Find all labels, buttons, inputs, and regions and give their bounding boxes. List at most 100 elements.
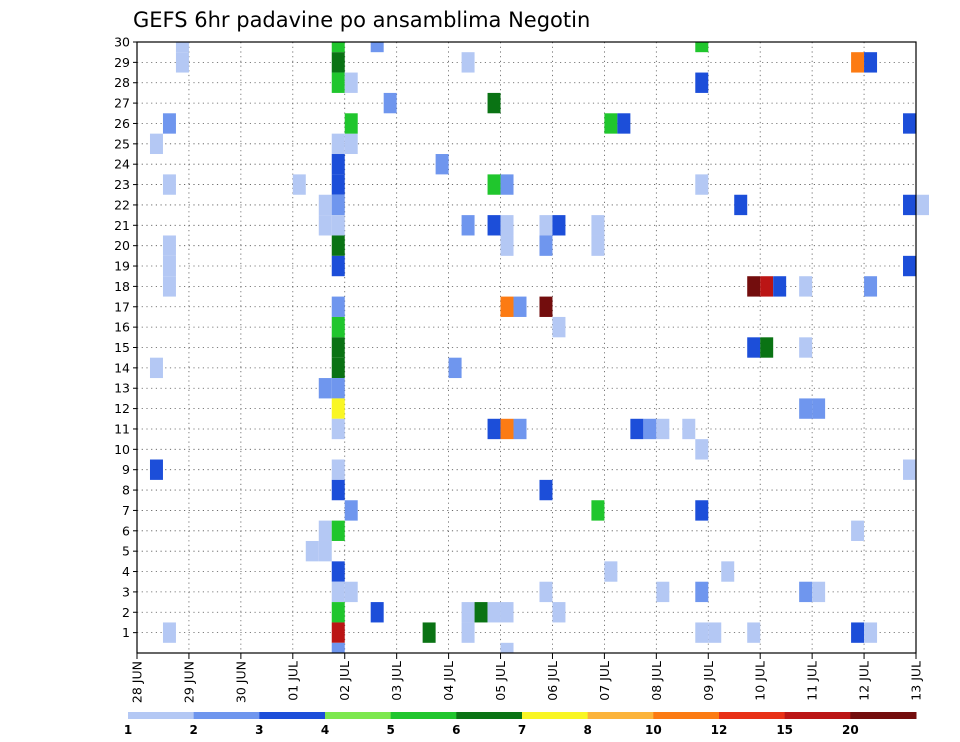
heatmap-cell	[370, 602, 384, 623]
heatmap-cell	[916, 194, 929, 216]
heatmap-cell	[331, 72, 345, 93]
y-tick-label: 10	[114, 442, 130, 457]
heatmap-cell	[903, 255, 916, 277]
grid-lines	[137, 42, 916, 653]
colorbar-swatch	[522, 712, 589, 719]
heatmap-cell	[331, 255, 345, 277]
heatmap-cell	[721, 561, 735, 582]
colorbar-swatch	[390, 712, 457, 719]
colorbar-swatch	[784, 712, 851, 719]
heatmap-cell	[331, 316, 345, 338]
heatmap-cell	[448, 357, 462, 379]
heatmap-cell	[487, 215, 501, 236]
heatmap-cell	[500, 215, 514, 236]
heatmap-cell	[422, 622, 436, 643]
heatmap-cell	[500, 174, 514, 195]
heatmap-cell	[331, 337, 345, 358]
heatmap-cell	[864, 52, 878, 73]
heatmap-cell	[864, 622, 878, 643]
colorbar-swatch	[193, 712, 260, 719]
y-tick-label: 20	[114, 238, 130, 253]
heatmap-cell	[175, 52, 189, 73]
heatmap-cell	[552, 215, 566, 236]
y-tick-label: 5	[122, 544, 130, 559]
heatmap-cell	[175, 42, 189, 53]
heatmap-cell	[318, 215, 332, 236]
colorbar-swatch	[719, 712, 786, 719]
y-tick-label: 4	[122, 564, 130, 579]
y-tick-label: 1	[122, 625, 130, 640]
heatmap-cell	[539, 296, 553, 317]
heatmap-cell	[903, 113, 916, 134]
heatmap-cell	[799, 276, 813, 297]
heatmap-cell	[331, 235, 345, 256]
heatmap-cell	[162, 113, 176, 134]
heatmap-cell	[539, 215, 553, 236]
heatmap-cell	[331, 52, 345, 73]
heatmap-cell	[747, 337, 761, 358]
heatmap-cell	[435, 154, 449, 175]
heatmap-cell	[162, 276, 176, 297]
y-tick-label: 17	[114, 299, 130, 314]
heatmap-cell	[903, 194, 916, 216]
heatmap-cell	[331, 378, 345, 399]
colorbar-swatch	[850, 712, 917, 719]
heatmap-cell	[500, 602, 514, 623]
heatmap-cell	[500, 418, 514, 440]
heatmap-cell	[331, 520, 345, 541]
heatmap-cell	[292, 174, 306, 195]
heatmap-cell	[812, 398, 826, 419]
heatmap-cell	[149, 133, 163, 155]
heatmap-cell	[747, 622, 761, 643]
heatmap-cell	[591, 215, 605, 236]
heatmap-cell	[344, 500, 358, 521]
heatmap-cell	[695, 72, 709, 93]
heatmap-cell	[799, 337, 813, 358]
y-tick-label: 19	[114, 259, 130, 274]
x-tick-label: 07 JUL	[597, 661, 612, 701]
y-tick-label: 24	[114, 157, 130, 172]
heatmap-cell	[604, 113, 618, 134]
heatmap-cell	[331, 642, 345, 653]
x-tick-label: 02 JUL	[337, 661, 352, 701]
colorbar-level-label: 8	[583, 723, 591, 737]
heatmap-cell	[487, 602, 501, 623]
heatmap-cell	[331, 194, 345, 216]
x-tick-label: 05 JUL	[493, 661, 508, 701]
y-tick-label: 16	[114, 320, 130, 335]
y-tick-label: 15	[114, 340, 130, 355]
y-tick-label: 3	[122, 584, 130, 599]
heatmap-cell	[461, 602, 475, 623]
heatmap-cell	[760, 276, 774, 297]
heatmap-cell	[318, 540, 332, 562]
heatmap-cell	[331, 296, 345, 317]
colorbar-swatch	[456, 712, 523, 719]
heatmap-cell	[344, 113, 358, 134]
heatmap-cell	[656, 581, 670, 603]
x-tick-label: 28 JUN	[130, 661, 145, 703]
colorbar-swatch	[259, 712, 326, 719]
heatmap-cell	[318, 194, 332, 216]
heatmap-cell	[162, 255, 176, 277]
x-tick-label: 03 JUL	[389, 661, 404, 701]
heatmap-cell	[734, 194, 748, 216]
heatmap-cell	[539, 581, 553, 603]
y-tick-label: 11	[114, 421, 130, 436]
heatmap-cell	[318, 520, 332, 541]
heatmap-cell	[500, 296, 514, 317]
heatmap-cell	[552, 602, 566, 623]
heatmap-cell	[474, 602, 488, 623]
heatmap-cell	[149, 459, 163, 480]
colorbar-level-label: 5	[386, 723, 394, 737]
heatmap-cell	[331, 154, 345, 175]
colorbar-level-label: 10	[645, 723, 662, 737]
y-tick-label: 12	[114, 401, 130, 416]
heatmap-cell	[149, 357, 163, 379]
heatmap-cell	[695, 174, 709, 195]
heatmap-cell	[630, 418, 644, 440]
colorbar-swatch	[653, 712, 720, 719]
y-axis-ticks: 1234567891011121314151617181920212223242…	[114, 35, 137, 640]
heatmap-cell	[695, 622, 709, 643]
y-tick-label: 18	[114, 279, 130, 294]
heatmap-cell	[500, 235, 514, 256]
